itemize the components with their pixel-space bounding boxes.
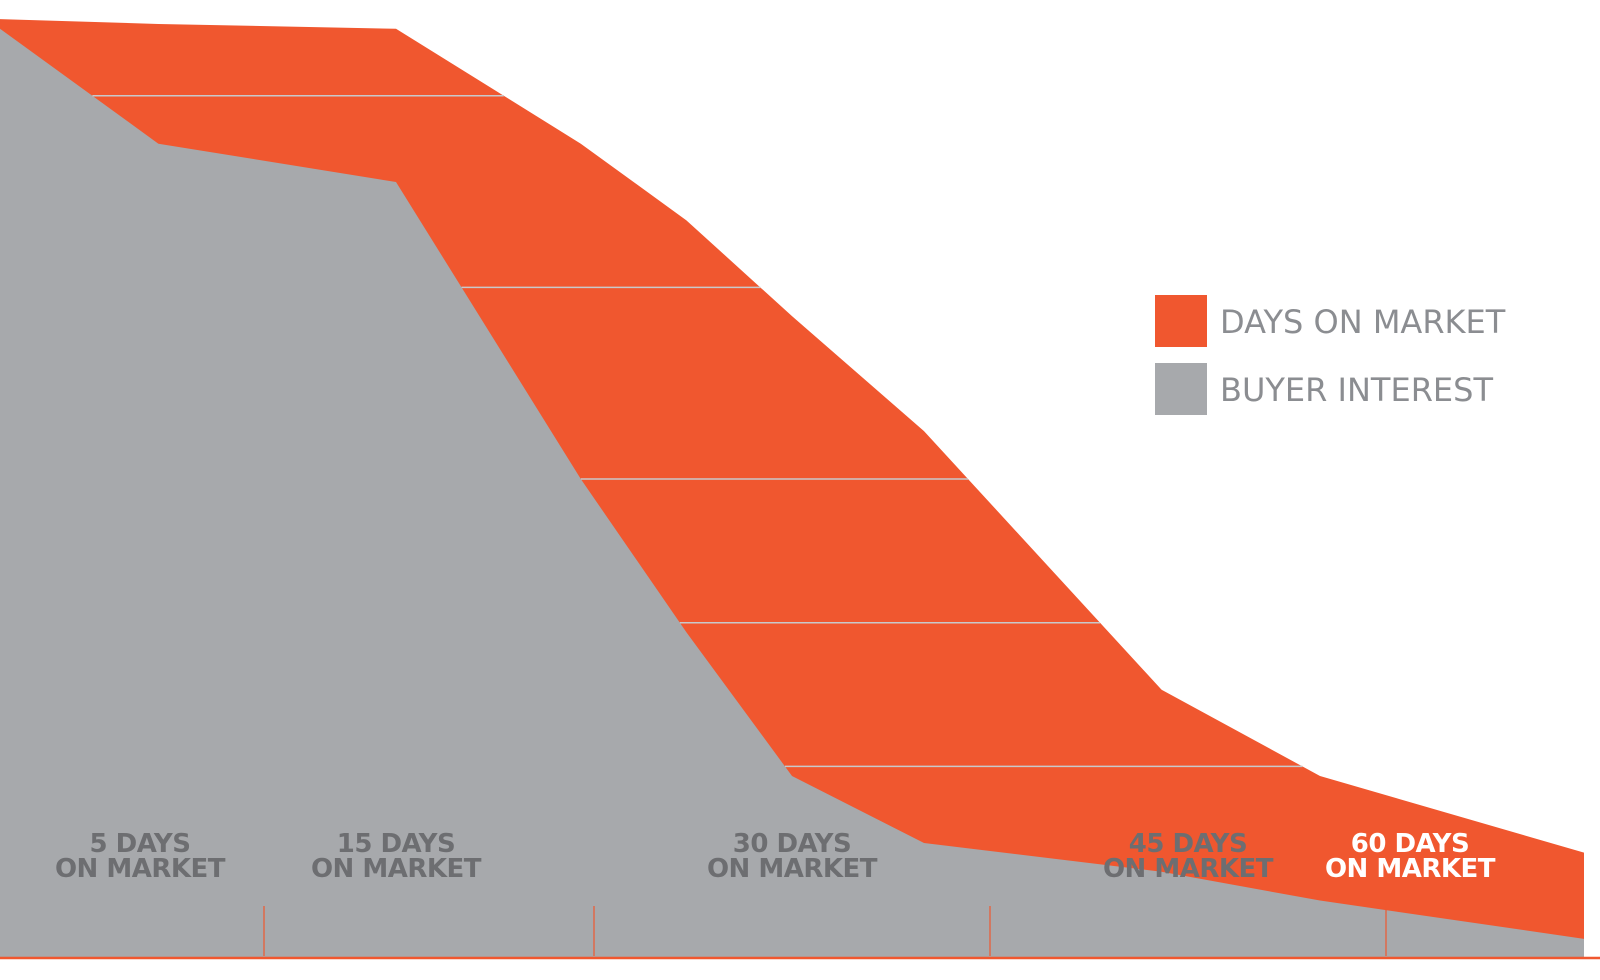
chart-areas — [0, 19, 1584, 959]
legend-swatch-buyer-interest — [1155, 363, 1207, 415]
chart-x-ticks — [0, 906, 1600, 960]
category-label: 30 DAYS ON MARKET — [707, 829, 878, 884]
chart-gridlines — [92, 95, 1303, 768]
category-label: 45 DAYS ON MARKET — [1103, 829, 1274, 884]
legend-label: BUYER INTEREST — [1220, 371, 1493, 409]
category-label-line2: ON MARKET — [1325, 854, 1496, 884]
category-label: 60 DAYS ON MARKET — [1325, 829, 1496, 884]
category-label-line1: 30 DAYS — [733, 829, 852, 859]
area-buyer-interest — [0, 28, 1584, 959]
legend: DAYS ON MARKET BUYER INTEREST — [1155, 295, 1506, 415]
category-label-line1: 60 DAYS — [1351, 829, 1470, 859]
legend-swatch-days-on-market — [1155, 295, 1207, 347]
category-label-line2: ON MARKET — [55, 854, 226, 884]
category-label-line1: 15 DAYS — [337, 829, 456, 859]
legend-label: DAYS ON MARKET — [1220, 303, 1506, 341]
category-label-line2: ON MARKET — [707, 854, 878, 884]
category-label: 5 DAYS ON MARKET — [55, 829, 226, 884]
category-label: 15 DAYS ON MARKET — [311, 829, 482, 884]
category-label-line1: 5 DAYS — [90, 829, 191, 859]
category-label-line1: 45 DAYS — [1129, 829, 1248, 859]
category-label-line2: ON MARKET — [1103, 854, 1274, 884]
category-label-line2: ON MARKET — [311, 854, 482, 884]
